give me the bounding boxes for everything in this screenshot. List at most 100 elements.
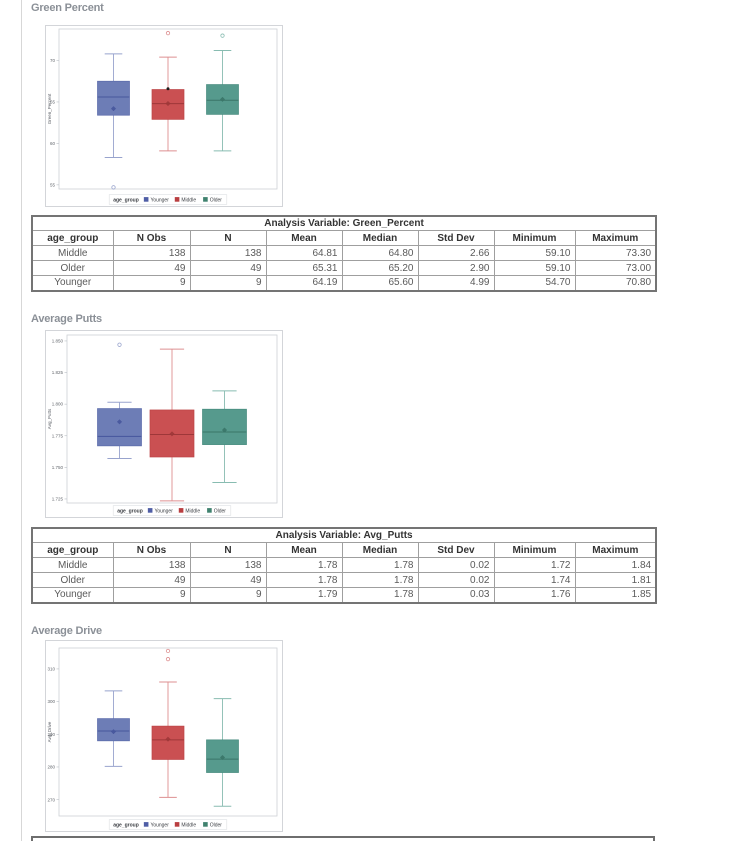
table-row: Younger 9 9 64.19 65.60 4.99 54.70 70.80 xyxy=(31,275,657,291)
column-header: Minimum xyxy=(493,542,576,558)
svg-text:280: 280 xyxy=(47,765,55,770)
svg-text:1.825: 1.825 xyxy=(52,370,64,375)
svg-text:300: 300 xyxy=(47,699,55,704)
svg-text:310: 310 xyxy=(47,667,55,672)
table-cell: 1.74 xyxy=(493,572,576,588)
table-cell: 0.02 xyxy=(417,557,495,573)
table-cell: 54.70 xyxy=(493,275,576,291)
svg-text:70: 70 xyxy=(50,58,56,63)
table-cell: 49 xyxy=(189,572,267,588)
svg-text:Younger: Younger xyxy=(154,509,173,515)
table-cell: 9 xyxy=(112,587,191,603)
table-row: Middle 138 138 1.78 1.78 0.02 1.72 1.84 xyxy=(31,557,657,573)
green-percent-boxplot: 70 65 60 55 Green_Percent age_group Younger Mid… xyxy=(45,25,283,207)
table-cell: 65.20 xyxy=(341,260,419,276)
column-header: Median xyxy=(341,230,419,246)
table-cell: 1.78 xyxy=(341,572,419,588)
green-percent-stats-table: Analysis Variable: Green_Percent age_grou… xyxy=(31,215,658,292)
table-cell: 2.66 xyxy=(417,245,495,261)
table-cell: Younger xyxy=(31,275,114,291)
table-cell: 9 xyxy=(112,275,191,291)
table-cell: 64.81 xyxy=(265,245,343,261)
column-header: Median xyxy=(341,542,419,558)
svg-text:age_group: age_group xyxy=(113,823,139,829)
table-cell: 9 xyxy=(189,587,267,603)
table-cell: 73.30 xyxy=(574,245,657,261)
svg-text:60: 60 xyxy=(50,141,56,146)
svg-text:Middle: Middle xyxy=(181,823,196,829)
table-cell: 64.80 xyxy=(341,245,419,261)
table-cell: 1.76 xyxy=(493,587,576,603)
svg-text:290: 290 xyxy=(47,732,55,737)
column-header: age_group xyxy=(31,542,114,558)
svg-text:1.775: 1.775 xyxy=(52,433,64,438)
table-cell: Older xyxy=(31,572,114,588)
table-cell: 9 xyxy=(189,275,267,291)
table-cell: 64.19 xyxy=(265,275,343,291)
svg-text:55: 55 xyxy=(50,182,56,187)
table-cell: 1.79 xyxy=(265,587,343,603)
table-cell: 2.90 xyxy=(417,260,495,276)
table-caption: Analysis Variable: Green_Percent xyxy=(31,215,657,231)
svg-text:Middle: Middle xyxy=(181,198,196,204)
column-header: Std Dev xyxy=(417,542,495,558)
column-header: Minimum xyxy=(493,230,576,246)
table-cell: 49 xyxy=(189,260,267,276)
svg-text:1.850: 1.850 xyxy=(52,339,64,344)
table-cell: 1.78 xyxy=(265,572,343,588)
column-header: Maximum xyxy=(574,542,657,558)
table-cell: 138 xyxy=(112,557,191,573)
table-row: Older 49 49 1.78 1.78 0.02 1.74 1.81 xyxy=(31,572,657,588)
table-cell: 65.60 xyxy=(341,275,419,291)
table-cell: 1.78 xyxy=(265,557,343,573)
column-header: N Obs xyxy=(112,230,191,246)
svg-text:1.725: 1.725 xyxy=(52,497,64,502)
next-table-top-edge xyxy=(31,836,655,841)
svg-text:Younger: Younger xyxy=(150,823,169,829)
table-row: Younger 9 9 1.79 1.78 0.03 1.76 1.85 xyxy=(31,587,657,603)
table-cell: Older xyxy=(31,260,114,276)
svg-text:1.800: 1.800 xyxy=(52,402,64,407)
table-cell: 138 xyxy=(112,245,191,261)
average-drive-boxplot: 310 300 290 280 270 Avg_Drive age_group Younger… xyxy=(45,640,283,832)
table-row: Older 49 49 65.31 65.20 2.90 59.10 73.00 xyxy=(31,260,657,276)
table-caption: Analysis Variable: Avg_Putts xyxy=(31,527,657,543)
svg-text:Older: Older xyxy=(210,198,223,204)
table-cell: 1.81 xyxy=(574,572,657,588)
average-putts-boxplot-svg: 1.850 1.825 1.800 1.775 1.750 1.725 Avg_Puttsa… xyxy=(47,334,278,516)
svg-text:65: 65 xyxy=(50,100,56,105)
column-header: N Obs xyxy=(112,542,191,558)
table-cell: 59.10 xyxy=(493,260,576,276)
table-cell: Middle xyxy=(31,557,114,573)
green-percent-boxplot-svg: 70 65 60 55 Green_Percent age_group Younger Mid… xyxy=(47,28,278,205)
section-heading-average-putts: Average Putts xyxy=(31,313,102,325)
table-cell: 0.03 xyxy=(417,587,495,603)
column-header: Mean xyxy=(265,230,343,246)
svg-text:age_group: age_group xyxy=(117,509,143,515)
table-cell: 0.02 xyxy=(417,572,495,588)
page-left-rule xyxy=(21,0,22,841)
table-cell: Younger xyxy=(31,587,114,603)
section-heading-average-drive: Average Drive xyxy=(31,625,102,637)
table-cell: 70.80 xyxy=(574,275,657,291)
table-cell: 138 xyxy=(189,245,267,261)
svg-text:Older: Older xyxy=(210,823,223,829)
table-cell: Middle xyxy=(31,245,114,261)
svg-text:Middle: Middle xyxy=(185,509,200,515)
svg-text:1.750: 1.750 xyxy=(52,465,64,470)
table-cell: 1.85 xyxy=(574,587,657,603)
table-cell: 65.31 xyxy=(265,260,343,276)
svg-text:Older: Older xyxy=(214,509,227,515)
table-cell: 1.72 xyxy=(493,557,576,573)
column-header: N xyxy=(189,542,267,558)
table-cell: 73.00 xyxy=(574,260,657,276)
section-heading-green-percent: Green Percent xyxy=(31,2,104,14)
column-header: N xyxy=(189,230,267,246)
average-drive-boxplot-svg: 310 300 290 280 270 Avg_Drive age_group Younger… xyxy=(47,647,278,830)
average-putts-stats-table: Analysis Variable: Avg_Putts age_group N O… xyxy=(31,527,658,604)
svg-text:Avg_Putts: Avg_Putts xyxy=(47,408,52,429)
svg-text:Younger: Younger xyxy=(150,198,169,204)
svg-text:age_group: age_group xyxy=(113,198,139,204)
table-cell: 1.78 xyxy=(341,557,419,573)
